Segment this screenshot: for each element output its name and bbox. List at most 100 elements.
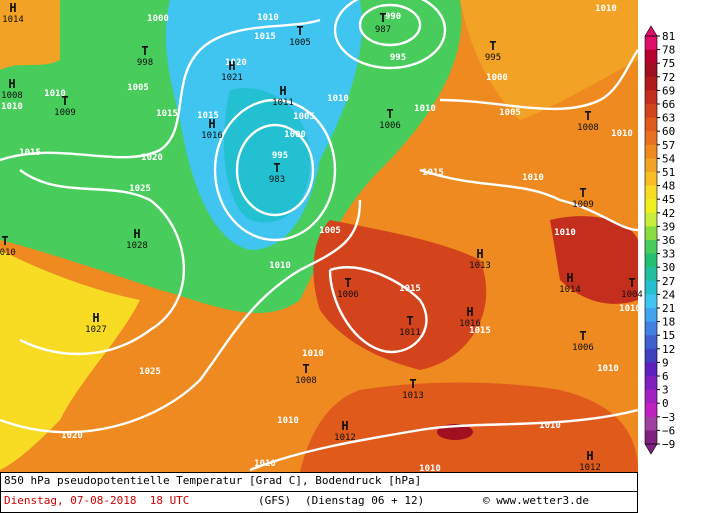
footer-title: 850 hPa pseudopotentielle Temperatur [Gr… [4, 474, 421, 487]
colorbar-band [645, 321, 657, 336]
footer-date: Dienstag, 07-08-2018 18 UTC [4, 494, 189, 507]
colorbar-band [645, 90, 657, 105]
isobar-label: 1005 [127, 83, 149, 93]
colorbar-band [645, 253, 657, 268]
field-orange-nw [0, 0, 60, 70]
colorbar-tick-label: 6 [662, 370, 669, 383]
colorbar-band [645, 212, 657, 227]
isobar [328, 266, 428, 353]
center-value: 987 [375, 25, 391, 35]
footer-run: (Dienstag 06 + 12) [305, 494, 424, 507]
center-value: 1011 [399, 328, 421, 338]
center-value: 1008 [1, 91, 23, 101]
center-symbol: T [141, 44, 148, 58]
colorbar-band [645, 240, 657, 255]
center-symbol: T [273, 161, 280, 175]
colorbar-band [645, 430, 657, 445]
center-value: 998 [137, 58, 153, 68]
isobar [249, 408, 639, 472]
center-symbol: H [9, 1, 16, 15]
center-symbol: H [92, 311, 99, 325]
isobar-label: 1015 [399, 284, 421, 294]
colorbar-tick-label: 45 [662, 193, 675, 206]
colorbar-tick-label: 72 [662, 71, 675, 84]
colorbar-tick-label: 18 [662, 316, 675, 329]
colorbar-tick-label: 15 [662, 329, 675, 342]
center-symbol: T [1, 234, 8, 248]
center-value: 1016 [459, 319, 481, 329]
isobar-label: 1010 [419, 464, 441, 474]
colorbar-tick-label: 63 [662, 112, 675, 125]
center-symbol: H [279, 84, 286, 98]
colorbar-band [645, 185, 657, 200]
colorbar-tick-label: 33 [662, 248, 675, 261]
isobars [0, 0, 639, 472]
colorbar-tick-label: 27 [662, 275, 675, 288]
colorbar-band [645, 416, 657, 431]
center-symbol: T [584, 109, 591, 123]
colorbar-band [645, 158, 657, 173]
footer-box [0, 472, 638, 513]
center-value: 1008 [577, 123, 599, 133]
center-value: 1027 [85, 325, 107, 335]
colorbar-tick-label: 36 [662, 234, 675, 247]
colorbar-band [645, 335, 657, 350]
center-value: 1011 [272, 98, 294, 108]
center-value: 1009 [572, 200, 594, 210]
isobar-label: 1005 [319, 226, 341, 236]
isobar-label: 1010 [269, 261, 291, 271]
field-yellow [0, 250, 140, 470]
colorbar-band [645, 376, 657, 391]
isobar-label: 1010 [554, 228, 576, 238]
center-value: 1014 [559, 285, 581, 295]
center-value: 1009 [54, 108, 76, 118]
colorbar-tick-label: 9 [662, 356, 669, 369]
center-value: 983 [269, 175, 285, 185]
colorbar-tick-label: 24 [662, 288, 676, 301]
colorbar-band [645, 131, 657, 146]
center-value: 1012 [334, 433, 356, 443]
colorbar-tick-label: 69 [662, 84, 675, 97]
isobar-label: 1015 [254, 32, 276, 42]
isobar-label: 1010 [327, 94, 349, 104]
center-symbol: H [8, 77, 15, 91]
center-symbol: T [628, 276, 635, 290]
colorbar-tick-label: −6 [662, 424, 675, 437]
center-symbol: H [466, 305, 473, 319]
colorbar-tick-label: 42 [662, 207, 675, 220]
center-value: 1008 [295, 376, 317, 386]
center-symbol: H [476, 247, 483, 261]
isobar-label: 1005 [293, 112, 315, 122]
isobar-label: 995 [390, 53, 406, 63]
colorbar-tick-label: 60 [662, 125, 675, 138]
center-value: 1006 [572, 343, 594, 353]
isobar-label: 1010 [44, 89, 66, 99]
colorbar-band [645, 348, 657, 363]
colorbar-tick-label: 30 [662, 261, 675, 274]
colorbar-tick-label: 78 [662, 44, 675, 57]
center-value: 1004 [621, 290, 643, 300]
center-symbol: T [344, 276, 351, 290]
isobar-label: 1015 [197, 111, 219, 121]
colorbar-band [645, 63, 657, 78]
center-symbol: T [379, 11, 386, 25]
isobar-label: 995 [272, 151, 288, 161]
colorbar-band [645, 199, 657, 214]
center-symbol: H [566, 271, 573, 285]
isobar-label: 1025 [139, 367, 161, 377]
isobar-label: 1010 [302, 349, 324, 359]
isobar-label: 1010 [257, 13, 279, 23]
center-value: 1012 [579, 463, 601, 473]
center-symbol: H [341, 419, 348, 433]
center-value: 1006 [379, 121, 401, 131]
colorbar-band [645, 362, 657, 377]
colorbar-tick-label: 12 [662, 343, 675, 356]
center-value: 1016 [201, 131, 223, 141]
colorbar-band [645, 104, 657, 119]
colorbar-band [645, 389, 657, 404]
colorbar-band [645, 117, 657, 132]
colorbar-tick-label: 39 [662, 220, 675, 233]
isobar-label: 1020 [225, 58, 247, 68]
colorbar-band [645, 308, 657, 323]
isobar-label: 1025 [129, 184, 151, 194]
